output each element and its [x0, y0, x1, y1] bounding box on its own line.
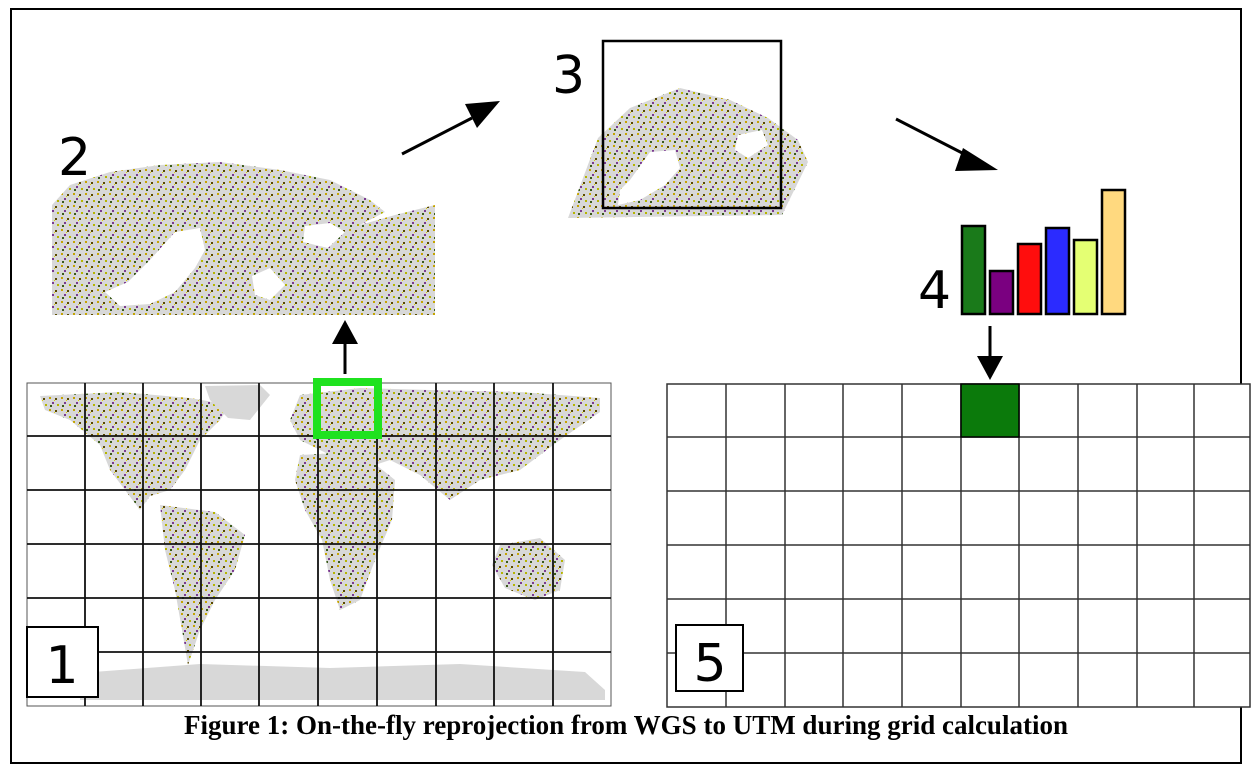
utm-tile-panel: 3 [552, 39, 808, 218]
sea-area [105, 228, 205, 306]
europe-asia-shape [290, 388, 600, 500]
utm-sea-area [618, 150, 680, 205]
step-2-label: 2 [58, 128, 91, 188]
utm-grid-panel: 5 [666, 383, 1251, 708]
south-america-shape [160, 505, 245, 665]
greenland-shape [205, 385, 270, 420]
utm-gulf-area [735, 130, 768, 158]
filled-output-cell [960, 383, 1020, 438]
continents [40, 385, 605, 700]
step-5-label-box [675, 624, 744, 692]
arrow-down [977, 326, 1003, 380]
wgs-tile-panel: 2 [52, 128, 435, 315]
arrow-up [332, 320, 358, 374]
step-4-label: 4 [918, 261, 951, 321]
selected-tile-highlight [313, 378, 382, 439]
histogram-bars [960, 188, 1127, 316]
australia-shape [492, 538, 565, 600]
world-map-panel: 1 [26, 378, 612, 707]
histogram-bar [1016, 242, 1043, 316]
arrow-right-down [895, 117, 998, 171]
histogram-bar [1044, 226, 1071, 316]
africa-shape [295, 452, 395, 610]
arrow-right-up [401, 101, 500, 156]
histogram-bar [960, 224, 987, 316]
figure-caption: Figure 1: On-the-fly reprojection from W… [184, 710, 1068, 740]
utm-bounding-box [601, 39, 783, 210]
utm-output-grid [666, 383, 1251, 708]
histogram-panel: 4 [918, 188, 1127, 321]
histogram-bar [1072, 238, 1099, 316]
histogram-bar [1100, 188, 1127, 316]
step-5-label: 5 [693, 634, 726, 694]
gulf-area [303, 223, 345, 248]
step-3-label: 3 [552, 46, 585, 106]
step-1-label-box [26, 626, 99, 698]
step-1-label: 1 [45, 636, 78, 696]
histogram-bar [988, 269, 1015, 316]
north-america-shape [40, 392, 230, 510]
antarctica-shape [80, 664, 605, 700]
lake-area [252, 268, 285, 300]
